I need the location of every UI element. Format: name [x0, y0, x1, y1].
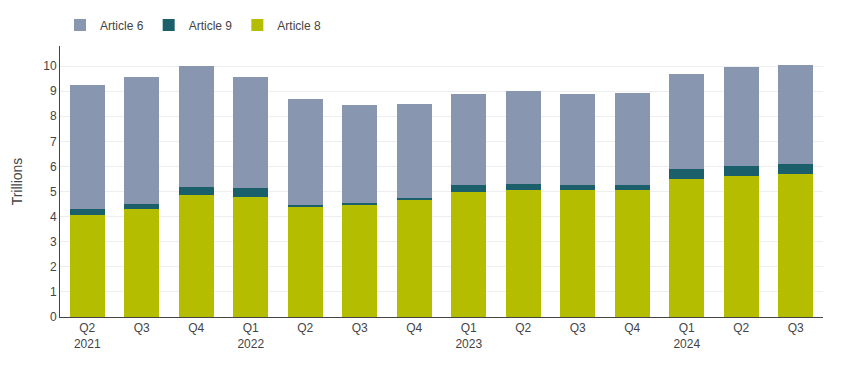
svg-text:Q3: Q3 [570, 321, 586, 335]
svg-text:Q22021: Q22021 [74, 321, 101, 351]
svg-text:Article 6: Article 6 [100, 19, 144, 33]
svg-text:0: 0 [50, 310, 57, 324]
svg-text:3: 3 [50, 235, 57, 249]
svg-text:Q4: Q4 [188, 321, 204, 335]
svg-text:Article 9: Article 9 [189, 19, 233, 33]
svg-text:Article 8: Article 8 [277, 19, 321, 33]
svg-text:Q2: Q2 [515, 321, 531, 335]
svg-text:Q12024: Q12024 [673, 321, 700, 351]
svg-text:9: 9 [50, 84, 57, 98]
svg-text:6: 6 [50, 160, 57, 174]
svg-text:10: 10 [43, 59, 57, 73]
svg-text:5: 5 [50, 185, 57, 199]
svg-text:Q2: Q2 [733, 321, 749, 335]
svg-text:4: 4 [50, 210, 57, 224]
svg-text:Q4: Q4 [406, 321, 422, 335]
svg-text:Q3: Q3 [134, 321, 150, 335]
svg-text:Q12022: Q12022 [237, 321, 264, 351]
svg-text:Q2: Q2 [297, 321, 313, 335]
svg-text:2: 2 [50, 260, 57, 274]
svg-text:1: 1 [50, 285, 57, 299]
svg-text:8: 8 [50, 109, 57, 123]
svg-text:Q3: Q3 [788, 321, 804, 335]
svg-text:7: 7 [50, 135, 57, 149]
svg-text:Q4: Q4 [624, 321, 640, 335]
svg-text:Q3: Q3 [352, 321, 368, 335]
svg-text:Q12023: Q12023 [455, 321, 482, 351]
svg-text:Trillions: Trillions [9, 158, 25, 206]
